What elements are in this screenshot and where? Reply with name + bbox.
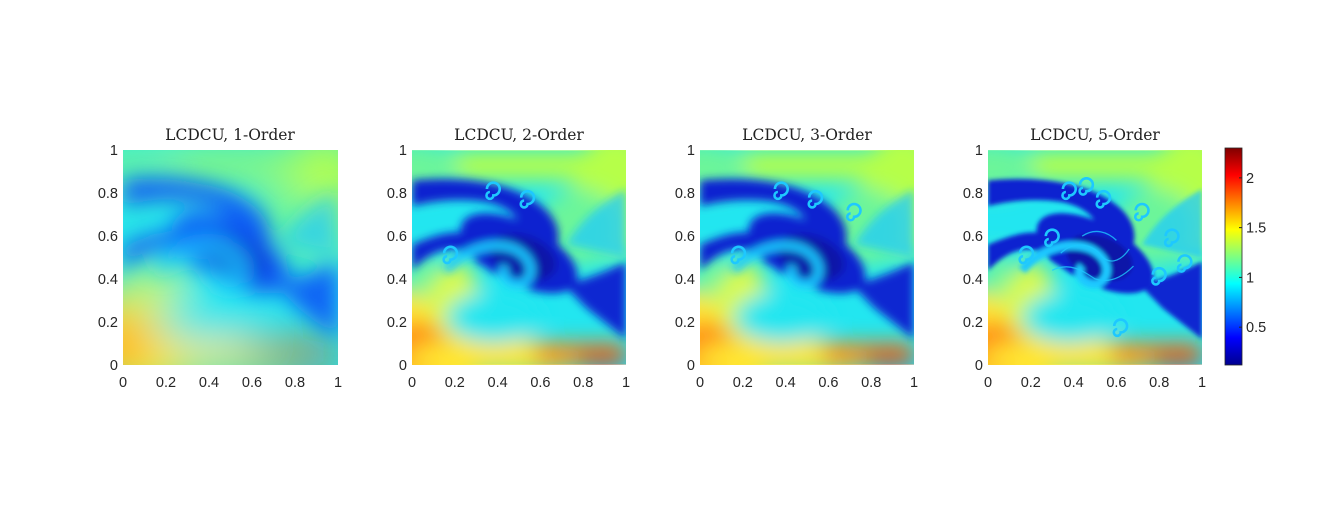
y-tick-label: 0.4 bbox=[98, 272, 118, 288]
panel-1-heatmap bbox=[123, 150, 338, 365]
y-tick-label: 1 bbox=[687, 143, 695, 159]
panel-4-title: LCDCU, 5-Order bbox=[1030, 126, 1160, 144]
y-tick-label: 0.2 bbox=[98, 315, 118, 331]
x-tick-label: 0 bbox=[984, 375, 992, 391]
colorbar-tick-label: 1.5 bbox=[1246, 221, 1266, 237]
x-tick-label: 0.8 bbox=[861, 375, 881, 391]
x-tick-label: 0.4 bbox=[199, 375, 219, 391]
x-tick-label: 0.8 bbox=[573, 375, 593, 391]
x-tick-label: 0.6 bbox=[1106, 375, 1126, 391]
y-tick-label: 0.2 bbox=[963, 315, 983, 331]
colorbar: 0.5 1 1.5 2 bbox=[1224, 147, 1266, 366]
y-tick-label: 0.2 bbox=[387, 315, 407, 331]
panel-3-heatmap bbox=[700, 150, 914, 365]
panel-1: LCDCU, 1-Order 0 0.2 0.4 0.6 0.8 100.20.40.60… bbox=[98, 126, 342, 391]
x-tick-label: 0.8 bbox=[1149, 375, 1169, 391]
x-tick-label: 1 bbox=[334, 375, 342, 391]
x-tick-label: 0 bbox=[408, 375, 416, 391]
x-tick-label: 0.2 bbox=[733, 375, 753, 391]
colorbar-tick-label: 0.5 bbox=[1246, 320, 1266, 336]
x-tick-label: 0.2 bbox=[445, 375, 465, 391]
y-tick-label: 0.6 bbox=[675, 229, 695, 245]
y-tick-label: 0.4 bbox=[387, 272, 407, 288]
colorbar-ticks: 0.5 1 1.5 2 bbox=[1239, 171, 1266, 336]
x-tick-label: 0 bbox=[696, 375, 704, 391]
panel-2-field bbox=[412, 150, 626, 365]
y-tick-label: 0.6 bbox=[963, 229, 983, 245]
x-tick-label: 0.8 bbox=[285, 375, 305, 391]
y-tick-label: 0.4 bbox=[963, 272, 983, 288]
panel-4-heatmap bbox=[988, 150, 1202, 365]
panel-2-title: LCDCU, 2-Order bbox=[454, 126, 584, 144]
panel-2: LCDCU, 2-Order 0 0.2 0.4 0.6 0.8 100.20.40.60… bbox=[387, 126, 630, 391]
y-tick-label: 0 bbox=[110, 358, 118, 374]
colorbar-tick-label: 2 bbox=[1246, 171, 1254, 187]
x-tick-label: 0.6 bbox=[818, 375, 838, 391]
x-tick-label: 1 bbox=[1198, 375, 1206, 391]
x-tick-label: 0.6 bbox=[530, 375, 550, 391]
y-tick-label: 0 bbox=[687, 358, 695, 374]
panel-3: LCDCU, 3-Order 0 0.2 0.4 0.6 0.8 100.20.40.60… bbox=[675, 126, 918, 391]
x-tick-label: 0.4 bbox=[488, 375, 508, 391]
y-tick-label: 1 bbox=[975, 143, 983, 159]
x-tick-label: 0.6 bbox=[242, 375, 262, 391]
y-tick-label: 0 bbox=[975, 358, 983, 374]
panel-3-axes: 0 0.2 0.4 0.6 0.8 1 0 0.2 0.4 0.6 0.8 1 bbox=[675, 143, 918, 391]
y-tick-label: 0.6 bbox=[387, 229, 407, 245]
y-tick-label: 0.8 bbox=[963, 186, 983, 202]
x-tick-label: 0.4 bbox=[1064, 375, 1084, 391]
x-tick-label: 0 bbox=[119, 375, 127, 391]
x-tick-label: 1 bbox=[910, 375, 918, 391]
panel-4-field bbox=[988, 150, 1202, 365]
y-tick-label: 0.8 bbox=[98, 186, 118, 202]
panel-2-heatmap bbox=[412, 150, 626, 365]
x-tick-label: 0.2 bbox=[156, 375, 176, 391]
x-tick-label: 0.2 bbox=[1021, 375, 1041, 391]
y-tick-label: 1 bbox=[399, 143, 407, 159]
colorbar-tick-label: 1 bbox=[1246, 270, 1254, 286]
x-tick-label: 1 bbox=[622, 375, 630, 391]
panel-1-title: LCDCU, 1-Order bbox=[165, 126, 295, 144]
y-tick-label: 1 bbox=[110, 143, 118, 159]
panel-1-axes: 0 0.2 0.4 0.6 0.8 1 0 0.2 0.4 0.6 0.8 1 bbox=[98, 143, 342, 391]
y-tick-label: 0.2 bbox=[675, 315, 695, 331]
panel-4: LCDCU, 5-Order 0 0.2 0.4 0.6 0.8 100.20.40.60… bbox=[963, 126, 1206, 391]
panel-1-field bbox=[123, 150, 338, 365]
panel-3-field bbox=[700, 150, 914, 365]
y-tick-label: 0 bbox=[399, 358, 407, 374]
panel-2-axes: 0 0.2 0.4 0.6 0.8 1 0 0.2 0.4 0.6 0.8 1 bbox=[387, 143, 630, 391]
panel-3-title: LCDCU, 3-Order bbox=[742, 126, 872, 144]
panel-4-axes: 0 0.2 0.4 0.6 0.8 1 0 0.2 0.4 0.6 0.8 1 bbox=[963, 143, 1206, 391]
y-tick-label: 0.8 bbox=[387, 186, 407, 202]
x-tick-label: 0.4 bbox=[776, 375, 796, 391]
y-tick-label: 0.6 bbox=[98, 229, 118, 245]
y-tick-label: 0.8 bbox=[675, 186, 695, 202]
colorbar-gradient bbox=[1224, 147, 1243, 366]
y-tick-label: 0.4 bbox=[675, 272, 695, 288]
